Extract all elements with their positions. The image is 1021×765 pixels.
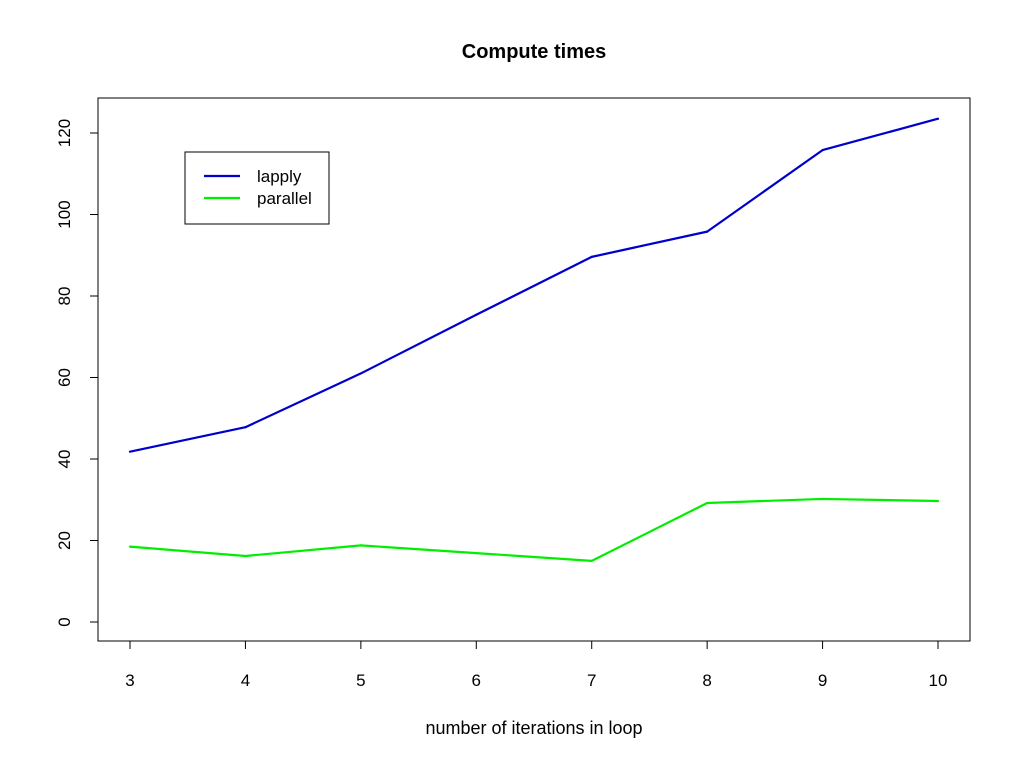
x-axis: 3 4 5 6 7 8 9 10 — [125, 640, 948, 690]
series-line-parallel — [129, 497, 939, 562]
x-axis-label: number of iterations in loop — [425, 718, 642, 738]
legend-label-parallel: parallel — [257, 189, 312, 208]
data-point-parallel — [706, 501, 709, 505]
data-point-lapply — [936, 117, 940, 120]
data-point-lapply — [706, 230, 709, 233]
legend: lapply parallel — [184, 151, 330, 225]
data-point-lapply — [128, 450, 132, 453]
y-tick-label: 80 — [55, 287, 74, 306]
x-tick-label: 8 — [702, 671, 711, 690]
x-tick-label: 4 — [241, 671, 250, 690]
y-tick-label: 20 — [55, 531, 74, 550]
legend-box — [184, 151, 330, 225]
x-tick-label: 5 — [356, 671, 365, 690]
data-point-lapply — [475, 313, 478, 316]
x-tick-label: 9 — [818, 671, 827, 690]
data-point-parallel — [244, 554, 247, 558]
y-axis: 0 20 40 60 80 100 120 — [55, 119, 99, 627]
data-point-parallel — [821, 497, 824, 501]
y-tick-label: 100 — [55, 200, 74, 228]
series-layer — [128, 117, 940, 562]
data-point-lapply — [244, 426, 247, 429]
data-point-lapply — [590, 255, 593, 258]
chart-title: Compute times — [462, 41, 606, 63]
x-tick-label: 10 — [929, 671, 948, 690]
y-tick-label: 40 — [55, 450, 74, 469]
data-point-parallel — [475, 552, 478, 555]
series-line-lapply — [129, 117, 939, 453]
x-tick-label: 7 — [587, 671, 596, 690]
x-tick-label: 6 — [472, 671, 481, 690]
data-point-parallel — [128, 545, 132, 548]
x-tick-label: 3 — [125, 671, 134, 690]
data-point-parallel — [936, 499, 940, 503]
data-point-parallel — [590, 559, 593, 562]
y-tick-label: 60 — [55, 368, 74, 387]
data-point-lapply — [821, 149, 824, 152]
data-point-lapply — [359, 372, 362, 375]
y-tick-label: 120 — [55, 119, 74, 147]
legend-label-lapply: lapply — [257, 167, 302, 186]
y-tick-label: 0 — [55, 617, 74, 626]
data-point-parallel — [359, 544, 362, 547]
